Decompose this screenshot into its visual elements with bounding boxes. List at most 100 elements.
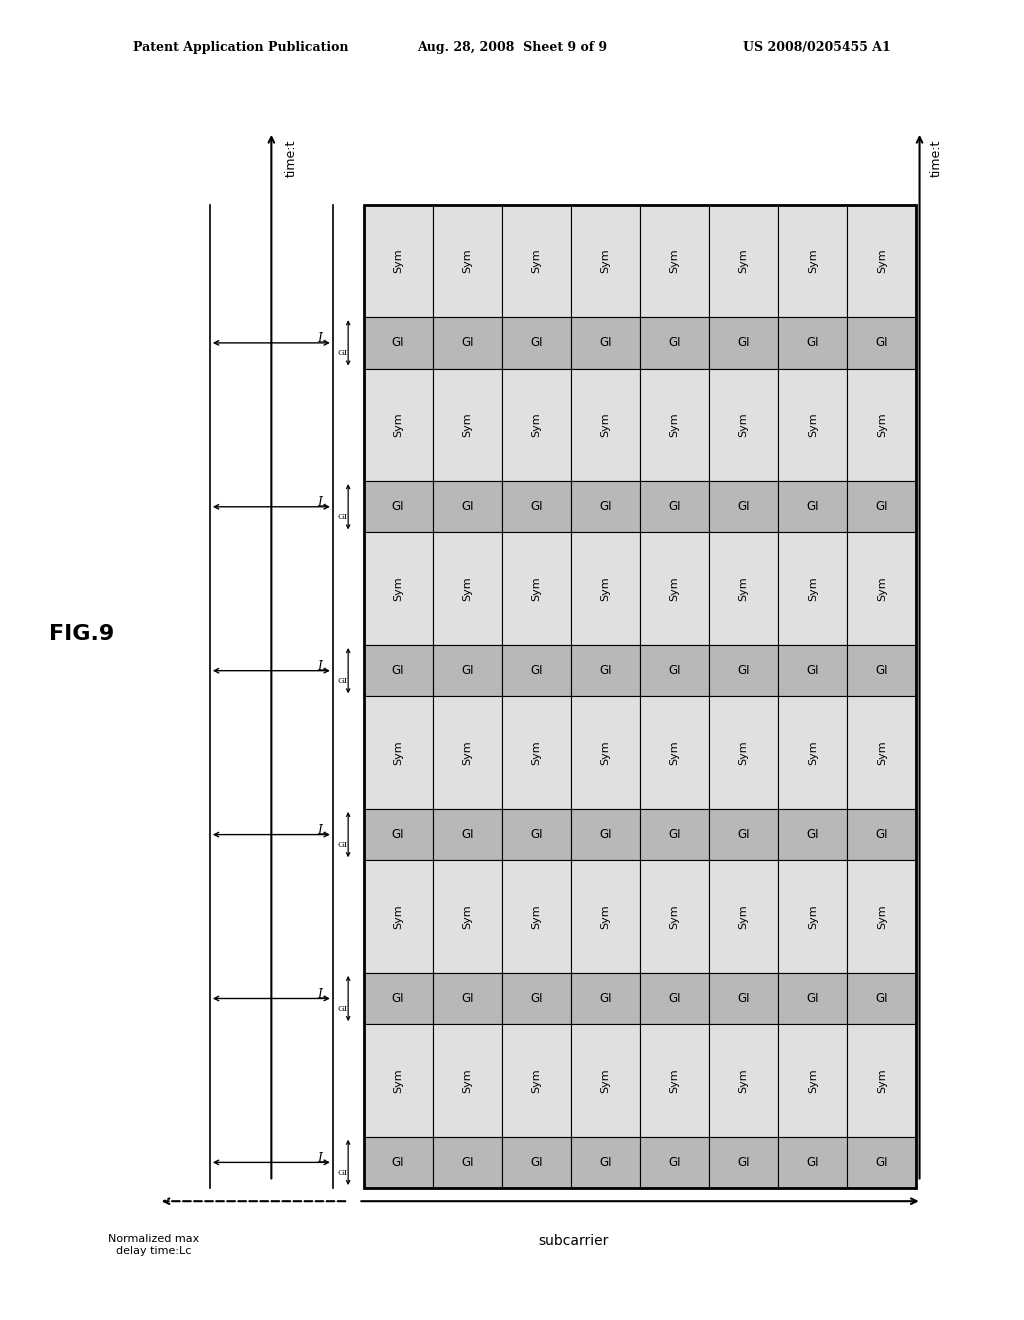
Bar bbox=[778, 973, 848, 1024]
Bar bbox=[640, 973, 709, 1024]
Bar bbox=[640, 645, 709, 697]
Text: Sym: Sym bbox=[670, 904, 680, 929]
Bar bbox=[709, 1024, 778, 1137]
Text: Sym: Sym bbox=[531, 248, 542, 273]
Text: GI: GI bbox=[392, 1156, 404, 1170]
Text: Sym: Sym bbox=[738, 248, 749, 273]
Text: GI: GI bbox=[876, 828, 888, 841]
Text: Sym: Sym bbox=[808, 577, 818, 601]
Bar bbox=[432, 861, 502, 973]
Text: GI: GI bbox=[599, 1156, 611, 1170]
Bar bbox=[778, 317, 848, 368]
Text: Patent Application Publication: Patent Application Publication bbox=[133, 41, 348, 54]
Text: US 2008/0205455 A1: US 2008/0205455 A1 bbox=[743, 41, 891, 54]
Bar bbox=[364, 482, 432, 532]
Bar bbox=[502, 645, 571, 697]
Bar bbox=[571, 482, 640, 532]
Text: Sym: Sym bbox=[600, 904, 610, 929]
Text: GI: GI bbox=[338, 513, 348, 521]
Text: GI: GI bbox=[530, 993, 543, 1005]
Text: GI: GI bbox=[599, 993, 611, 1005]
Text: GI: GI bbox=[461, 993, 473, 1005]
Text: GI: GI bbox=[737, 1156, 750, 1170]
Text: time:t: time:t bbox=[285, 140, 298, 177]
Text: Sym: Sym bbox=[600, 413, 610, 437]
Text: subcarrier: subcarrier bbox=[539, 1234, 609, 1249]
Bar bbox=[364, 809, 432, 861]
Bar bbox=[571, 368, 640, 482]
Text: Sym: Sym bbox=[462, 577, 472, 601]
Text: GI: GI bbox=[392, 664, 404, 677]
Text: Sym: Sym bbox=[877, 248, 887, 273]
Bar bbox=[502, 532, 571, 645]
Text: Sym: Sym bbox=[808, 248, 818, 273]
Bar bbox=[432, 809, 502, 861]
Bar bbox=[571, 973, 640, 1024]
Bar bbox=[364, 1137, 432, 1188]
Bar bbox=[709, 368, 778, 482]
Bar bbox=[364, 645, 432, 697]
Text: Sym: Sym bbox=[600, 1068, 610, 1093]
Text: Normalized max
delay time:Lc: Normalized max delay time:Lc bbox=[108, 1234, 200, 1255]
Bar bbox=[778, 861, 848, 973]
Bar bbox=[848, 482, 916, 532]
Bar bbox=[571, 1137, 640, 1188]
Bar bbox=[848, 1024, 916, 1137]
Text: Sym: Sym bbox=[462, 413, 472, 437]
Text: GI: GI bbox=[599, 828, 611, 841]
Bar bbox=[502, 1024, 571, 1137]
Text: Sym: Sym bbox=[531, 1068, 542, 1093]
Text: Sym: Sym bbox=[600, 741, 610, 766]
Text: GI: GI bbox=[461, 500, 473, 513]
Text: GI: GI bbox=[461, 664, 473, 677]
Bar bbox=[848, 697, 916, 809]
Bar bbox=[364, 368, 432, 482]
Text: Sym: Sym bbox=[877, 577, 887, 601]
Bar bbox=[432, 645, 502, 697]
Bar bbox=[502, 317, 571, 368]
Text: Sym: Sym bbox=[738, 741, 749, 766]
Text: Sym: Sym bbox=[393, 904, 403, 929]
Bar bbox=[432, 532, 502, 645]
Text: GI: GI bbox=[392, 993, 404, 1005]
Text: FIG.9: FIG.9 bbox=[49, 623, 115, 644]
Bar bbox=[502, 861, 571, 973]
Bar bbox=[778, 205, 848, 317]
Text: Sym: Sym bbox=[738, 1068, 749, 1093]
Bar bbox=[778, 809, 848, 861]
Text: Sym: Sym bbox=[808, 413, 818, 437]
Bar bbox=[709, 697, 778, 809]
Text: Sym: Sym bbox=[531, 577, 542, 601]
Text: GI: GI bbox=[599, 664, 611, 677]
Bar bbox=[364, 861, 432, 973]
Bar bbox=[640, 532, 709, 645]
Bar bbox=[432, 482, 502, 532]
Text: GI: GI bbox=[669, 993, 681, 1005]
Bar bbox=[571, 861, 640, 973]
Text: GI: GI bbox=[530, 1156, 543, 1170]
Bar bbox=[778, 645, 848, 697]
Text: GI: GI bbox=[338, 841, 348, 849]
Bar bbox=[709, 205, 778, 317]
Bar bbox=[778, 532, 848, 645]
Bar bbox=[571, 697, 640, 809]
Bar bbox=[571, 205, 640, 317]
Text: GI: GI bbox=[392, 500, 404, 513]
Bar bbox=[364, 205, 432, 317]
Bar bbox=[432, 973, 502, 1024]
Text: L: L bbox=[317, 660, 326, 673]
Text: GI: GI bbox=[392, 337, 404, 350]
Text: GI: GI bbox=[530, 337, 543, 350]
Text: GI: GI bbox=[461, 828, 473, 841]
Bar bbox=[709, 809, 778, 861]
Text: GI: GI bbox=[599, 500, 611, 513]
Bar bbox=[640, 1024, 709, 1137]
Text: GI: GI bbox=[737, 500, 750, 513]
Text: GI: GI bbox=[669, 337, 681, 350]
Text: Sym: Sym bbox=[393, 577, 403, 601]
Text: L: L bbox=[317, 496, 326, 510]
Text: Sym: Sym bbox=[877, 904, 887, 929]
Text: GI: GI bbox=[338, 677, 348, 685]
Bar bbox=[709, 1137, 778, 1188]
Text: GI: GI bbox=[876, 1156, 888, 1170]
